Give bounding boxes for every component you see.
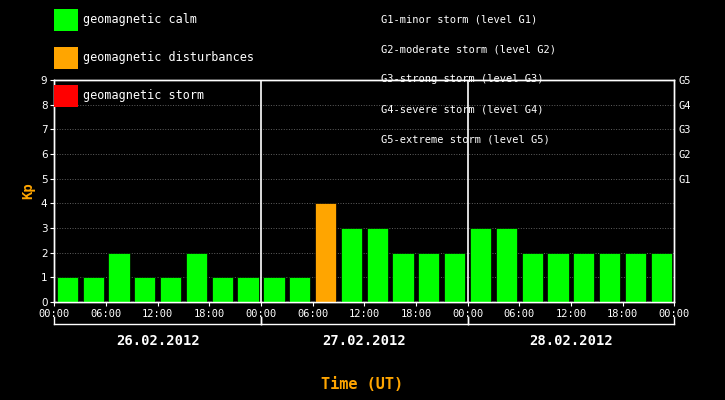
- Bar: [160, 277, 181, 302]
- Bar: [341, 228, 362, 302]
- Bar: [392, 253, 414, 302]
- Bar: [186, 253, 207, 302]
- Bar: [238, 277, 259, 302]
- Bar: [444, 253, 465, 302]
- Text: 28.02.2012: 28.02.2012: [529, 334, 613, 348]
- Bar: [263, 277, 284, 302]
- Bar: [599, 253, 621, 302]
- Bar: [212, 277, 233, 302]
- Text: geomagnetic disturbances: geomagnetic disturbances: [83, 52, 254, 64]
- Bar: [134, 277, 155, 302]
- Text: 26.02.2012: 26.02.2012: [116, 334, 199, 348]
- Bar: [651, 253, 672, 302]
- Text: Time (UT): Time (UT): [321, 377, 404, 392]
- Text: G5-extreme storm (level G5): G5-extreme storm (level G5): [381, 134, 550, 144]
- Text: G3-strong storm (level G3): G3-strong storm (level G3): [381, 74, 543, 84]
- Bar: [83, 277, 104, 302]
- Bar: [573, 253, 594, 302]
- Bar: [108, 253, 130, 302]
- Text: G1-minor storm (level G1): G1-minor storm (level G1): [381, 14, 537, 24]
- Text: G4-severe storm (level G4): G4-severe storm (level G4): [381, 104, 543, 114]
- Bar: [418, 253, 439, 302]
- Bar: [521, 253, 543, 302]
- Y-axis label: Kp: Kp: [21, 183, 36, 199]
- Bar: [289, 277, 310, 302]
- Bar: [470, 228, 491, 302]
- Bar: [315, 203, 336, 302]
- Text: 27.02.2012: 27.02.2012: [323, 334, 406, 348]
- Bar: [625, 253, 646, 302]
- Text: geomagnetic storm: geomagnetic storm: [83, 90, 204, 102]
- Bar: [496, 228, 517, 302]
- Bar: [547, 253, 568, 302]
- Text: G2-moderate storm (level G2): G2-moderate storm (level G2): [381, 44, 555, 54]
- Text: geomagnetic calm: geomagnetic calm: [83, 14, 197, 26]
- Bar: [367, 228, 388, 302]
- Bar: [57, 277, 78, 302]
